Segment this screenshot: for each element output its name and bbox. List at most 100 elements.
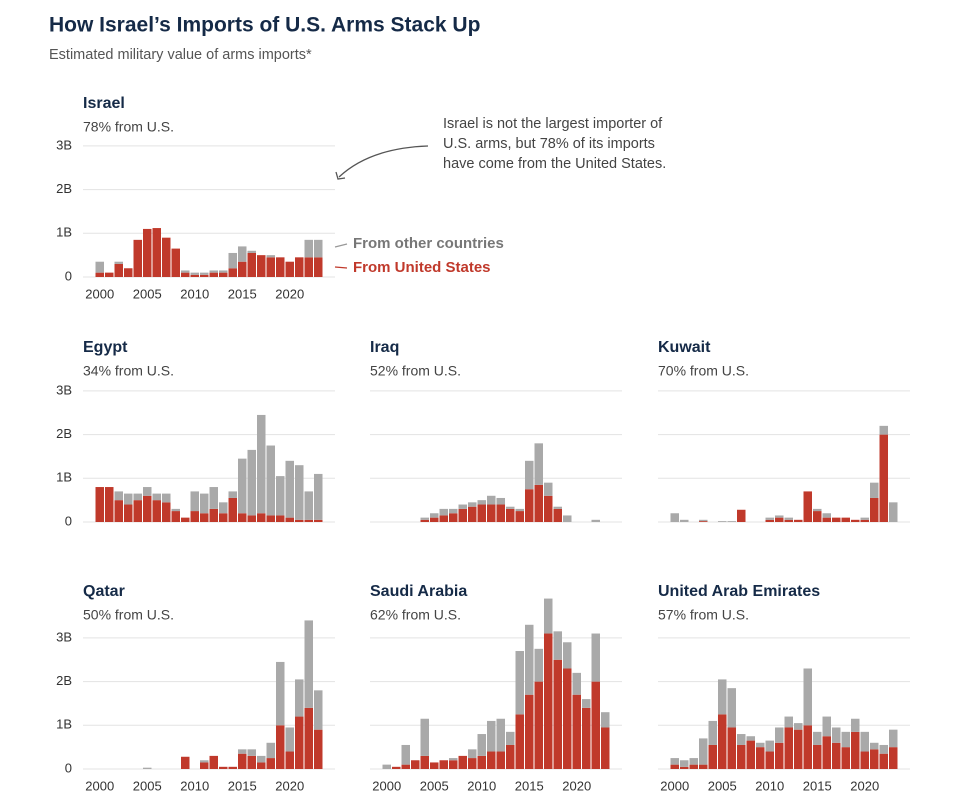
bar-segment xyxy=(209,755,218,769)
bar-segment xyxy=(219,766,228,769)
bar-segment xyxy=(765,751,774,769)
bar-segment xyxy=(746,736,755,741)
annotation-line: have come from the United States. xyxy=(443,156,666,172)
panel-subtitle: 50% from U.S. xyxy=(83,607,174,623)
panel-title: Egypt xyxy=(83,339,128,356)
panel-title: Saudi Arabia xyxy=(370,583,467,600)
bar-segment xyxy=(534,648,543,682)
bar-segment xyxy=(439,508,448,516)
bar-segment xyxy=(699,764,708,769)
bar-segment xyxy=(238,753,247,769)
annotation-arrowhead xyxy=(335,171,346,180)
bar-segment xyxy=(401,744,410,765)
bar-segment xyxy=(879,753,888,769)
annotation-line: Israel is not the largest importer of xyxy=(443,116,663,132)
bar-segment xyxy=(851,731,860,769)
bar-segment xyxy=(563,515,572,522)
bar-segment xyxy=(266,255,275,258)
x-tick-label: 2015 xyxy=(228,778,257,793)
bar-segment xyxy=(841,517,850,522)
bar-segment xyxy=(439,760,448,769)
bar-segment xyxy=(525,460,534,490)
x-tick-label: 2020 xyxy=(275,286,304,301)
bar-segment xyxy=(534,681,543,769)
x-tick-label: 2010 xyxy=(180,286,209,301)
bar-segment xyxy=(181,517,190,522)
panel-title: Israel xyxy=(83,95,125,112)
y-tick-label: 0 xyxy=(65,268,72,283)
bar-segment xyxy=(162,237,171,277)
bar-segment xyxy=(553,508,562,522)
bar-segment xyxy=(152,493,161,501)
bar-segment xyxy=(737,509,746,522)
bar-segment xyxy=(295,257,304,277)
bar-segment xyxy=(449,508,458,514)
bar-segment xyxy=(784,519,793,522)
bar-segment xyxy=(276,515,285,522)
bar-segment xyxy=(708,720,717,745)
bar-segment xyxy=(209,487,218,509)
bar-segment xyxy=(449,513,458,522)
bar-segment xyxy=(114,491,123,501)
legend-leader xyxy=(334,243,348,248)
bar-segment xyxy=(171,248,180,277)
bar-segment xyxy=(822,517,831,522)
bar-segment xyxy=(803,668,812,726)
legend-label: From other countries xyxy=(353,235,504,252)
bar-segment xyxy=(200,760,209,763)
bar-segment xyxy=(860,519,869,522)
bar-segment xyxy=(105,272,114,277)
bar-segment xyxy=(152,500,161,522)
bar-segment xyxy=(822,716,831,737)
bar-segment xyxy=(487,504,496,522)
bar-segment xyxy=(784,727,793,769)
bar-segment xyxy=(841,731,850,748)
bar-segment xyxy=(114,261,123,264)
bar-segment xyxy=(401,764,410,769)
bar-segment xyxy=(591,519,600,522)
bar-segment xyxy=(266,742,275,759)
bar-segment xyxy=(392,766,401,769)
bar-segment xyxy=(257,755,266,763)
bar-segment xyxy=(477,500,486,505)
x-tick-label: 2000 xyxy=(372,778,401,793)
bar-segment xyxy=(190,272,199,275)
bar-segment xyxy=(228,268,237,277)
bar-segment xyxy=(563,668,572,769)
bar-segment xyxy=(133,500,142,522)
bar-segment xyxy=(219,270,228,273)
bar-segment xyxy=(430,513,439,518)
bar-segment xyxy=(295,679,304,717)
bar-segment xyxy=(105,487,114,522)
bar-segment xyxy=(813,508,822,512)
bar-segment xyxy=(420,718,429,756)
bar-segment xyxy=(200,493,209,514)
bar-segment xyxy=(756,747,765,769)
y-tick-label: 0 xyxy=(65,760,72,775)
bar-segment xyxy=(775,515,784,518)
bar-segment xyxy=(114,263,123,277)
bar-segment xyxy=(794,723,803,730)
panel-title: Iraq xyxy=(370,339,399,356)
bar-segment xyxy=(851,718,860,732)
bar-segment xyxy=(420,517,429,520)
bar-segment xyxy=(553,659,562,769)
bar-segment xyxy=(601,727,610,769)
bar-segment xyxy=(727,688,736,728)
bar-segment xyxy=(506,744,515,769)
bar-segment xyxy=(870,497,879,522)
y-tick-label: 3B xyxy=(56,629,72,644)
bar-segment xyxy=(496,718,505,752)
bar-segment xyxy=(506,731,515,745)
x-tick-label: 2020 xyxy=(562,778,591,793)
bar-segment xyxy=(458,504,467,509)
bar-segment xyxy=(582,707,591,769)
x-tick-label: 2020 xyxy=(850,778,879,793)
y-tick-label: 2B xyxy=(56,426,72,441)
bar-segment xyxy=(803,725,812,769)
bar-segment xyxy=(756,742,765,748)
bar-segment xyxy=(553,506,562,509)
bar-segment xyxy=(95,487,104,522)
bar-segment xyxy=(468,749,477,759)
x-tick-label: 2015 xyxy=(228,286,257,301)
